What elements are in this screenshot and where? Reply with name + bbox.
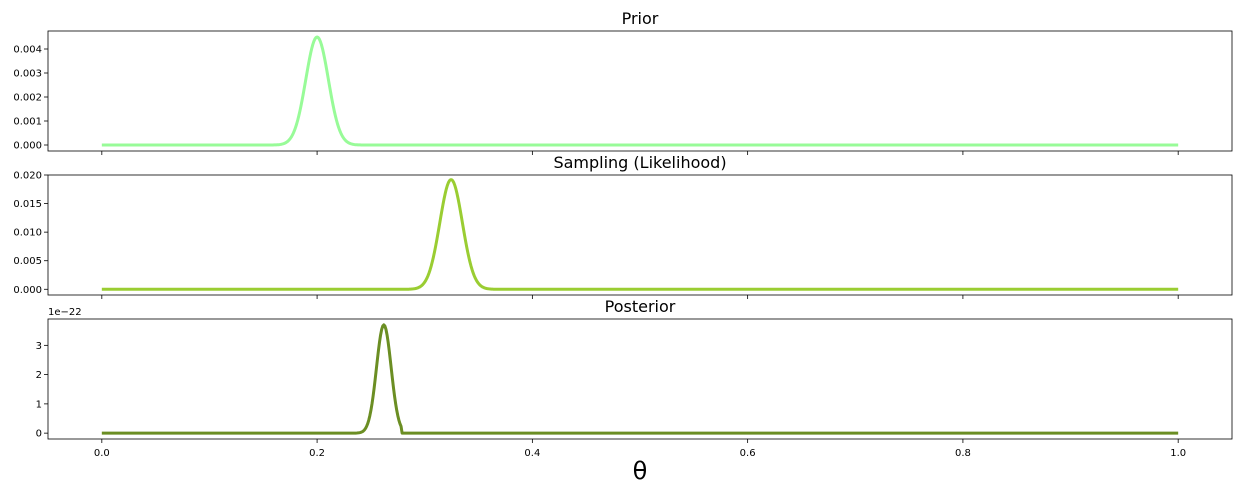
x-axis-label: θ	[633, 457, 648, 482]
y-tick-label: 2	[36, 370, 42, 381]
panel-3: Posterior 0 1 2 3 1e−22 0.0 0.2 0.4 0.6 0.8 1.0	[36, 297, 1233, 459]
y-tick-label: 3	[36, 341, 42, 352]
panel-title: Posterior	[605, 297, 676, 316]
axes-frame	[47, 174, 1233, 296]
y-tick-label: 0.004	[13, 45, 42, 56]
axes-frame	[47, 318, 1233, 440]
axes-frame	[47, 30, 1233, 152]
y-tick-label: 0.002	[13, 93, 42, 104]
y-tick-label: 0.003	[13, 69, 42, 80]
y-tick-label: 0.020	[13, 171, 42, 182]
series-line	[101, 178, 1179, 291]
x-tick-label: 0.0	[94, 448, 110, 459]
y-tick-label: 0.000	[13, 285, 42, 296]
panel-1: Prior 0.000 0.001 0.002 0.003 0.004	[13, 9, 1233, 155]
y-tick-label: 1	[36, 399, 42, 410]
y-tick-label: 0.001	[13, 117, 42, 128]
series-line	[101, 323, 1179, 435]
x-tick-label: 0.4	[524, 448, 540, 459]
y-tick-label: 0.010	[13, 228, 42, 239]
x-tick-label: 0.6	[740, 448, 756, 459]
panel-2: Sampling (Likelihood) 0.000 0.005 0.010 0.01…	[13, 153, 1233, 299]
y-offset-label: 1e−22	[48, 307, 82, 318]
series-line	[101, 35, 1179, 147]
y-tick-label: 0.015	[13, 199, 42, 210]
x-tick-label: 1.0	[1170, 448, 1186, 459]
panel-title: Prior	[622, 9, 659, 28]
y-tick-label: 0.000	[13, 141, 42, 152]
y-tick-label: 0.005	[13, 256, 42, 267]
x-tick-label: 0.2	[309, 448, 325, 459]
x-tick-label: 0.8	[955, 448, 971, 459]
y-tick-label: 0	[36, 429, 42, 440]
panel-title: Sampling (Likelihood)	[553, 153, 726, 172]
